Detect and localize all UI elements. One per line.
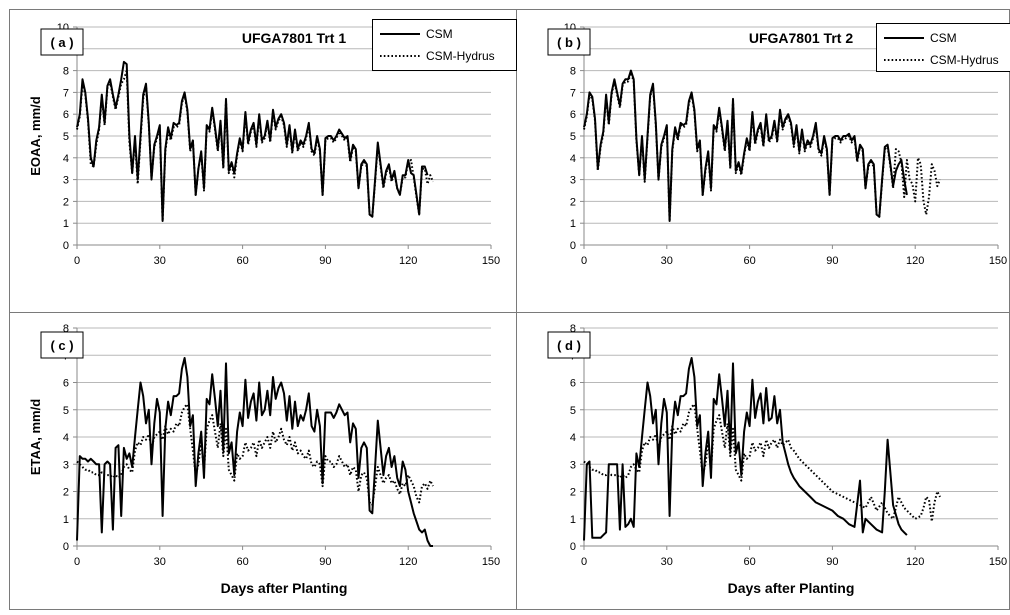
series-line-csm-hydrus <box>77 71 433 221</box>
x-tick-label: 0 <box>74 255 80 267</box>
y-tick-label: 5 <box>570 131 576 143</box>
panel-label: ( d ) <box>557 338 581 353</box>
x-tick-label: 120 <box>399 255 417 267</box>
chart-panel-c: 0123456780306090120150( c )ETAA, mm/dDay… <box>28 323 500 596</box>
x-tick-label: 0 <box>581 255 587 267</box>
panel-label: ( b ) <box>557 35 581 50</box>
y-tick-label: 6 <box>63 378 69 390</box>
y-tick-label: 0 <box>570 541 576 553</box>
y-tick-label: 6 <box>570 109 576 121</box>
legend-label: CSM <box>426 27 453 41</box>
y-tick-label: 1 <box>570 218 576 230</box>
y-tick-label: 3 <box>570 175 576 187</box>
series-line-csm <box>584 358 907 541</box>
y-tick-label: 2 <box>63 196 69 208</box>
y-tick-label: 8 <box>570 66 576 78</box>
x-tick-label: 120 <box>906 556 924 568</box>
y-tick-label: 0 <box>570 240 576 252</box>
y-tick-label: 5 <box>63 131 69 143</box>
chart-panel-a: 0123456789100306090120150( a )UFGA7801 T… <box>28 20 517 268</box>
x-tick-label: 60 <box>743 556 755 568</box>
y-tick-label: 0 <box>63 240 69 252</box>
x-tick-label: 90 <box>319 255 331 267</box>
series-line-csm-hydrus <box>584 73 940 221</box>
y-axis-label: ETAA, mm/d <box>28 399 43 475</box>
x-tick-label: 30 <box>661 255 673 267</box>
chart-panel-d: 0123456780306090120150( d )Days after Pl… <box>548 323 1007 596</box>
chart-panel-b: 0123456789100306090120150( b )UFGA7801 T… <box>548 22 1010 267</box>
x-axis-label: Days after Planting <box>728 580 855 596</box>
x-tick-label: 150 <box>989 255 1007 267</box>
y-tick-label: 4 <box>570 153 576 165</box>
y-tick-label: 3 <box>63 459 69 471</box>
y-tick-label: 1 <box>63 218 69 230</box>
x-tick-label: 30 <box>154 556 166 568</box>
y-tick-label: 2 <box>63 487 69 499</box>
y-tick-label: 4 <box>63 153 69 165</box>
y-tick-label: 6 <box>63 109 69 121</box>
x-tick-label: 30 <box>661 556 673 568</box>
series-line-csm <box>584 71 907 221</box>
x-tick-label: 120 <box>906 255 924 267</box>
x-tick-label: 90 <box>826 556 838 568</box>
x-tick-label: 90 <box>826 255 838 267</box>
chart-title: UFGA7801 Trt 1 <box>242 30 346 46</box>
legend: CSM CSM-Hydrus <box>877 24 1010 72</box>
legend-label: CSM <box>930 31 957 45</box>
x-tick-label: 120 <box>399 556 417 568</box>
y-tick-label: 3 <box>63 175 69 187</box>
y-tick-label: 2 <box>570 487 576 499</box>
x-axis-label: Days after Planting <box>221 580 348 596</box>
y-tick-label: 1 <box>63 514 69 526</box>
y-tick-label: 8 <box>63 66 69 78</box>
x-tick-label: 60 <box>743 255 755 267</box>
y-tick-label: 6 <box>570 378 576 390</box>
y-tick-label: 3 <box>570 459 576 471</box>
y-tick-label: 5 <box>570 405 576 417</box>
y-tick-label: 1 <box>570 514 576 526</box>
y-tick-label: 7 <box>570 87 576 99</box>
chart-title: UFGA7801 Trt 2 <box>749 30 853 46</box>
x-tick-label: 60 <box>236 556 248 568</box>
x-tick-label: 150 <box>482 255 500 267</box>
y-tick-label: 4 <box>63 432 69 444</box>
y-tick-label: 2 <box>570 196 576 208</box>
y-tick-label: 4 <box>570 432 576 444</box>
y-tick-label: 0 <box>63 541 69 553</box>
panel-label: ( c ) <box>50 338 73 353</box>
x-tick-label: 0 <box>74 556 80 568</box>
x-tick-label: 30 <box>154 255 166 267</box>
legend-label: CSM-Hydrus <box>426 49 495 63</box>
x-tick-label: 150 <box>482 556 500 568</box>
legend: CSM CSM-Hydrus <box>373 20 517 71</box>
x-tick-label: 90 <box>319 556 331 568</box>
legend-label: CSM-Hydrus <box>930 53 999 67</box>
panel-label: ( a ) <box>50 35 73 50</box>
x-tick-label: 150 <box>989 556 1007 568</box>
y-tick-label: 7 <box>63 87 69 99</box>
x-tick-label: 0 <box>581 556 587 568</box>
y-tick-label: 5 <box>63 405 69 417</box>
y-axis-label: EOAA, mm/d <box>28 96 43 176</box>
x-tick-label: 60 <box>236 255 248 267</box>
figure-frame <box>10 10 1010 610</box>
